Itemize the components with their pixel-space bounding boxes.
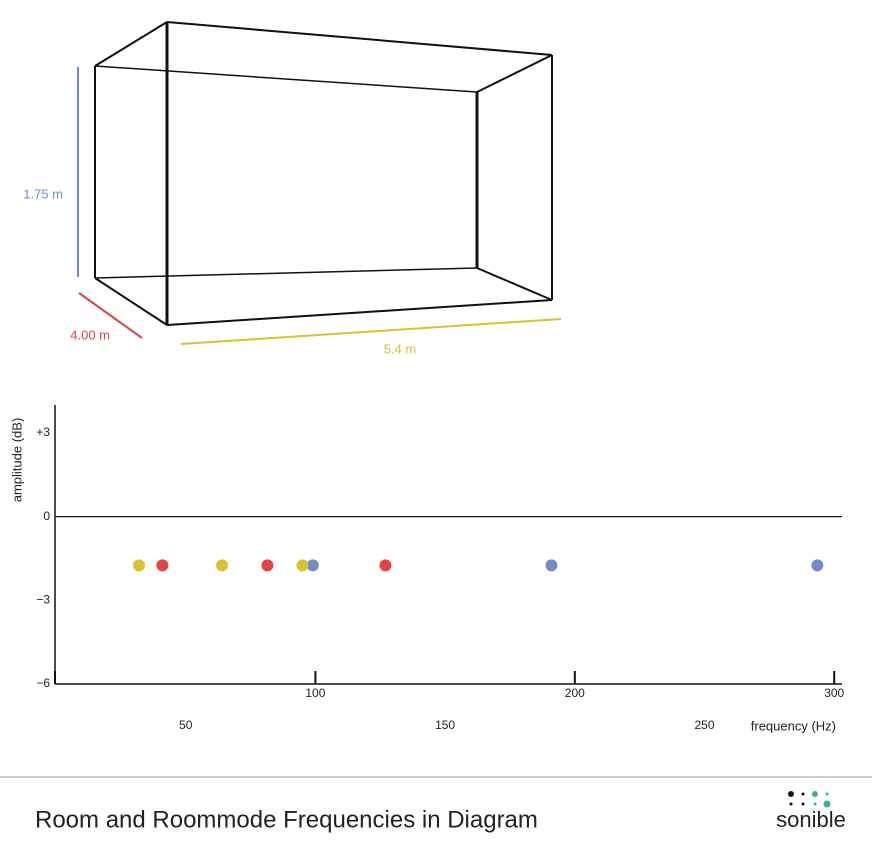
footer-title: Room and Roommode Frequencies in Diagram xyxy=(35,806,538,833)
length-line xyxy=(180,318,562,345)
y-tick-label: −6 xyxy=(36,676,50,690)
mode-point xyxy=(545,559,558,572)
y-tick-label: +3 xyxy=(36,425,50,439)
logo-dots xyxy=(788,791,831,808)
y-tick-label: 0 xyxy=(43,509,50,523)
x-tick-label: 150 xyxy=(435,718,455,732)
mode-point xyxy=(379,559,392,572)
mode-point xyxy=(216,559,229,572)
y-tick-label: −3 xyxy=(36,592,50,606)
mode-point xyxy=(306,559,319,572)
depth-line xyxy=(78,292,143,339)
x-axis-title: frequency (Hz) xyxy=(751,718,836,733)
mode-point xyxy=(296,559,309,572)
room-box xyxy=(94,21,553,326)
mode-point xyxy=(156,559,169,572)
mode-point xyxy=(133,559,146,572)
height-label: 1.75 m xyxy=(23,186,63,201)
mode-point xyxy=(811,559,824,572)
x-tick-label: 300 xyxy=(824,686,844,700)
y-axis-title: amplitude (dB) xyxy=(9,418,24,503)
depth-label: 4.00 m xyxy=(70,327,110,342)
length-label: 5.4 m xyxy=(384,341,417,356)
x-tick-label: 250 xyxy=(694,718,714,732)
logo: sonible xyxy=(776,807,846,832)
x-tick-label: 200 xyxy=(565,686,585,700)
x-tick-label: 100 xyxy=(305,686,325,700)
mode-point xyxy=(261,559,274,572)
x-tick-label: 50 xyxy=(179,718,193,732)
